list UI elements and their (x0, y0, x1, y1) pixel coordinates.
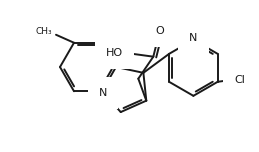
Text: HO: HO (106, 48, 123, 58)
Text: O: O (155, 26, 164, 36)
Text: N: N (99, 88, 107, 98)
Text: N: N (189, 33, 198, 43)
Text: Cl: Cl (234, 75, 245, 85)
Text: CH₃: CH₃ (35, 27, 52, 36)
